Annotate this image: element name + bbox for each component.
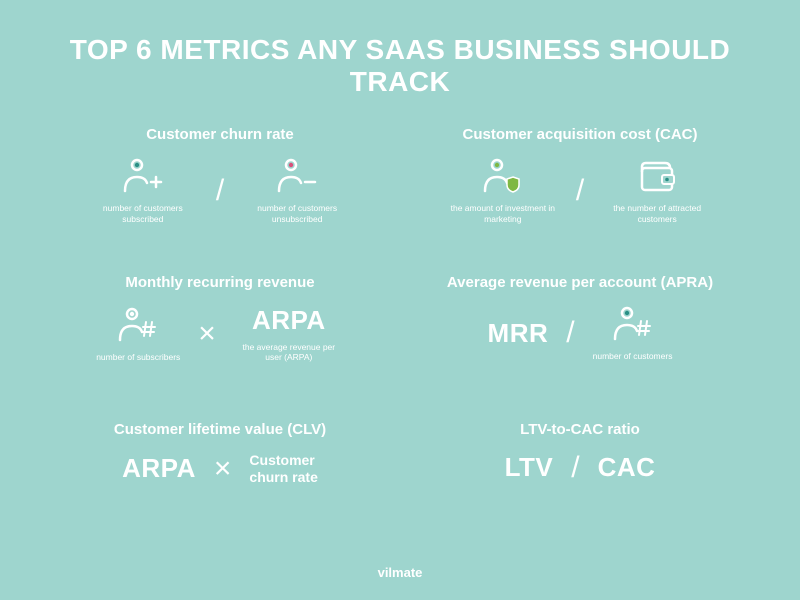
metrics-grid: Customer churn rate number of customers … [50, 126, 750, 557]
formula-term: ARPA [122, 453, 196, 484]
term-caption: number of customers [593, 351, 673, 361]
term-caption: number of customers unsubscribed [242, 203, 352, 223]
term-caption: the average revenue per user (ARPA) [234, 342, 344, 362]
metric-title: Monthly recurring revenue [125, 274, 314, 291]
formula-term: number of customers [593, 305, 673, 361]
main-title: TOP 6 METRICS ANY SAAS BUSINESS SHOULD T… [50, 34, 750, 98]
operator-divide: / [576, 176, 584, 206]
metric-card: Average revenue per account (APRA) MRR / [410, 274, 750, 410]
infographic-wrapper: TOP 6 METRICS ANY SAAS BUSINESS SHOULD T… [0, 0, 800, 600]
formula-term: the number of attracted customers [602, 157, 712, 223]
person-hash-icon [611, 305, 655, 345]
formula-term: CAC [598, 452, 656, 483]
person-hash-icon [116, 306, 160, 346]
operator-divide: / [216, 176, 224, 206]
formula-term: Customerchurn rate [249, 452, 317, 484]
formula-term: number of customers subscribed [88, 157, 198, 223]
metric-formula: ARPA × Customerchurn rate [122, 452, 318, 484]
operator-multiply: × [198, 319, 216, 349]
person-plus-icon [121, 157, 165, 197]
formula-term: the amount of investment in marketing [448, 157, 558, 223]
footer-brand: vilmate [50, 565, 750, 580]
wallet-icon [635, 157, 679, 197]
metric-formula: number of customers subscribed / number … [88, 157, 352, 223]
metric-title: Customer acquisition cost (CAC) [462, 126, 697, 143]
person-minus-icon [275, 157, 319, 197]
term-big: MRR [488, 318, 549, 349]
operator-divide: / [566, 318, 574, 348]
person-shield-icon [481, 157, 525, 197]
term-caption: the amount of investment in marketing [448, 203, 558, 223]
term-big: LTV [505, 452, 554, 483]
formula-term: ARPA the average revenue per user (ARPA) [234, 305, 344, 362]
metric-card: LTV-to-CAC ratio LTV / CAC [410, 421, 750, 557]
metric-formula: the amount of investment in marketing / … [448, 157, 712, 223]
term-caption: number of subscribers [96, 352, 180, 362]
term-med: Customerchurn rate [249, 452, 317, 484]
metric-formula: number of subscribers × ARPA the average… [96, 305, 344, 362]
term-big: CAC [598, 452, 656, 483]
term-caption: the number of attracted customers [602, 203, 712, 223]
operator-multiply: × [214, 454, 232, 484]
formula-term: MRR [488, 318, 549, 349]
formula-term: number of subscribers [96, 306, 180, 362]
metric-card: Customer acquisition cost (CAC) the amou… [410, 126, 750, 262]
operator-divide: / [571, 453, 579, 483]
term-big: ARPA [252, 305, 326, 336]
term-big: ARPA [122, 453, 196, 484]
metric-formula: LTV / CAC [505, 452, 656, 483]
metric-card: Monthly recurring revenue [50, 274, 390, 410]
term-caption: number of customers subscribed [88, 203, 198, 223]
metric-card: Customer churn rate number of customers … [50, 126, 390, 262]
metric-title: Customer lifetime value (CLV) [114, 421, 326, 438]
formula-term: LTV [505, 452, 554, 483]
metric-formula: MRR / n [488, 305, 673, 361]
metric-card: Customer lifetime value (CLV) ARPA × Cus… [50, 421, 390, 557]
formula-term: number of customers unsubscribed [242, 157, 352, 223]
metric-title: Average revenue per account (APRA) [447, 274, 713, 291]
metric-title: LTV-to-CAC ratio [520, 421, 640, 438]
metric-title: Customer churn rate [146, 126, 294, 143]
